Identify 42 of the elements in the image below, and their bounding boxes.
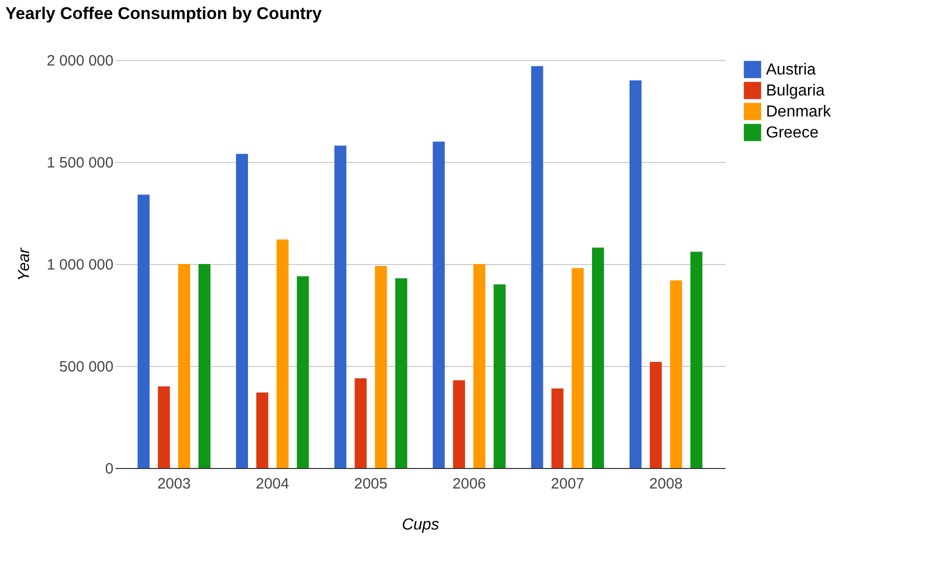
bar [395,278,408,468]
bar [236,154,248,468]
x-tick-label: 2008 [649,476,683,492]
y-tick-label: 2 000 000 [46,52,114,70]
bar [690,252,702,468]
y-tick-label: 0 [105,460,114,478]
x-tick-label: 2007 [550,476,584,492]
bar [354,378,367,468]
bar [630,80,642,468]
bar [551,388,564,468]
legend-label: Austria [766,62,816,78]
x-axis-title: Cups [402,516,440,534]
y-tick-label: 500 000 [59,358,114,376]
legend-label: Greece [766,124,819,142]
bar [296,276,309,468]
bar [572,268,584,468]
bar [670,280,682,468]
y-tick-label: 1 000 000 [46,256,114,274]
bar [158,386,170,468]
x-tick-label: 2005 [354,476,388,492]
bar [432,142,445,468]
bar [198,264,210,468]
y-tick-label: 1 500 000 [46,154,114,172]
bar [276,240,289,468]
legend-label: Bulgaria [766,82,825,100]
bar [138,194,150,468]
bar [531,66,544,468]
bar [374,266,387,468]
x-tick-label: 2003 [157,476,191,492]
y-axis-title: Year [16,247,33,281]
x-tick-label: 2006 [452,476,486,492]
bar [334,146,346,468]
legend-label: Denmark [766,104,832,120]
bar [256,392,268,468]
bar [650,362,662,468]
bar [178,264,190,468]
bar [592,248,604,468]
chart-title: Yearly Coffee Consumption by Country [5,4,322,23]
x-tick-label: 2004 [256,476,290,492]
bar [494,284,506,468]
bar [453,380,466,468]
bar [473,264,486,468]
